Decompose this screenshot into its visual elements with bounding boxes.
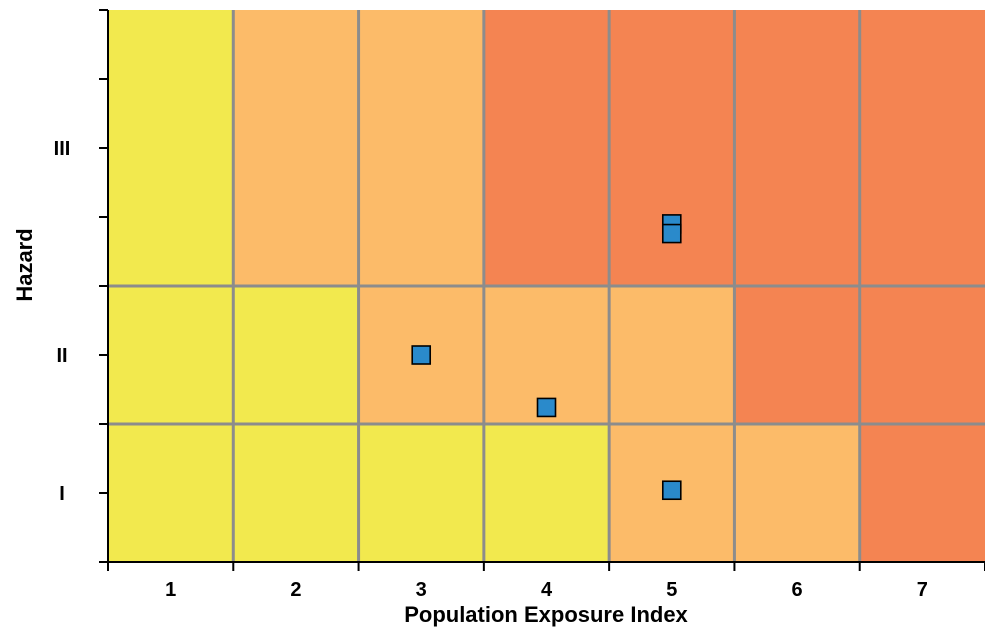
y-tick-label: II (56, 345, 67, 367)
axes (99, 9, 985, 571)
cell-III-3 (358, 10, 484, 286)
cell-III-4 (483, 10, 610, 286)
cell-III-5 (609, 10, 735, 286)
x-axis-title: Population Exposure Index (404, 602, 688, 627)
cell-I-6 (734, 424, 860, 562)
cell-I-7 (859, 424, 985, 562)
data-point-marker (536, 397, 557, 418)
x-tick-label: 3 (416, 579, 427, 601)
x-tick-label: 4 (541, 579, 553, 601)
data-point-marker (661, 480, 682, 501)
y-tick-label: III (54, 138, 71, 160)
x-tick-label: 1 (165, 579, 176, 601)
cell-III-6 (734, 10, 860, 286)
cell-I-4 (483, 424, 610, 562)
data-point-marker (411, 345, 432, 365)
cell-II-1 (108, 286, 234, 424)
cell-III-1 (108, 10, 234, 286)
cell-I-2 (233, 424, 359, 562)
y-tick-label: I (59, 483, 65, 505)
cell-I-3 (358, 424, 484, 562)
x-tick-label: 6 (792, 579, 803, 601)
grid-lines (108, 10, 985, 562)
cell-II-5 (609, 286, 735, 424)
data-points (411, 214, 682, 501)
data-point-marker (661, 223, 682, 244)
x-tick-label: 2 (290, 579, 301, 601)
cell-I-1 (108, 424, 234, 562)
x-tick-label: 7 (917, 579, 928, 601)
cell-II-2 (233, 286, 359, 424)
cell-layer (108, 10, 985, 562)
x-tick-label: 5 (666, 579, 677, 601)
cell-III-7 (859, 10, 985, 286)
cell-II-6 (734, 286, 860, 424)
cell-II-7 (859, 286, 985, 424)
y-axis-title: Hazard (12, 228, 37, 301)
cell-III-2 (233, 10, 359, 286)
